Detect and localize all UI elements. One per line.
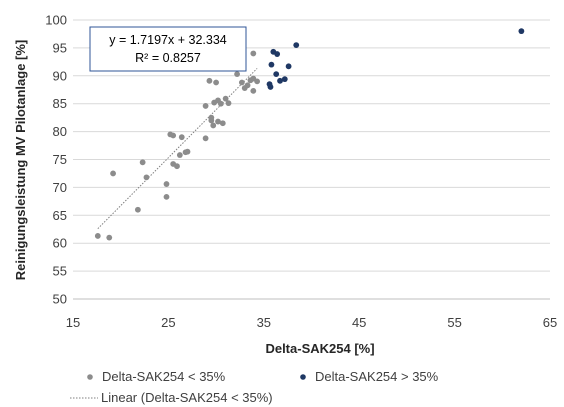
point-series-1-10: [170, 132, 177, 139]
point-series-1-34: [244, 82, 251, 89]
legend-entry-series-1: Delta-SAK254 < 35%: [87, 369, 226, 384]
y-tick-label-80: 80: [53, 124, 67, 139]
point-series-1-17: [202, 135, 209, 142]
legend-label-trendline: Linear (Delta-SAK254 < 35%): [101, 390, 273, 405]
point-series-1-39: [254, 78, 261, 85]
legend-marker-series-1: [87, 374, 93, 380]
point-series-1-19: [206, 77, 213, 84]
y-tick-label-65: 65: [53, 208, 67, 223]
legend-entry-trendline: Linear (Delta-SAK254 < 35%): [70, 390, 273, 405]
point-series-1-24: [213, 79, 220, 86]
point-series-1-16: [184, 148, 191, 155]
equation-box: y = 1.7197x + 32.334 R² = 0.8257: [89, 26, 247, 72]
point-series-1-30: [225, 100, 232, 107]
point-series-1-12: [174, 163, 180, 170]
x-tick-label-25: 25: [161, 315, 175, 330]
x-tick-label-65: 65: [543, 315, 557, 330]
point-series-1-18: [202, 103, 209, 109]
point-series-2-7: [277, 77, 283, 84]
x-axis-tick-labels: 15 25 35 45 55 65: [66, 315, 557, 330]
point-series-1-3: [110, 170, 116, 177]
point-series-1-4: [134, 206, 141, 213]
point-series-1-25: [215, 118, 221, 125]
trendline-layer: [97, 68, 258, 230]
point-series-2-6: [274, 51, 281, 57]
x-tick-label-15: 15: [66, 315, 80, 330]
point-series-1-7: [163, 181, 170, 187]
gridlines: [73, 19, 550, 300]
y-tick-label-100: 100: [45, 13, 67, 28]
point-series-1-31: [234, 71, 240, 78]
legend: Delta-SAK254 < 35% Delta-SAK254 > 35% Li…: [70, 369, 439, 405]
y-tick-label-75: 75: [53, 152, 67, 167]
y-tick-label-55: 55: [53, 264, 67, 279]
y-axis-title: Reinigungsleistung MV Pilotanlage [%]: [13, 40, 28, 281]
point-series-1-6: [143, 174, 150, 181]
point-series-1-5: [139, 159, 146, 166]
y-tick-label-85: 85: [53, 96, 67, 111]
point-series-2-9: [285, 63, 292, 70]
y-tick-label-90: 90: [53, 68, 67, 83]
legend-entry-series-2: Delta-SAK254 > 35%: [300, 369, 439, 384]
legend-label-series-2: Delta-SAK254 > 35%: [315, 369, 439, 384]
point-series-1-8: [163, 193, 170, 200]
point-series-1-38: [250, 50, 257, 57]
point-series-1-32: [238, 79, 245, 86]
point-series-1-14: [178, 134, 185, 141]
point-series-1-1: [94, 233, 101, 239]
y-tick-label-95: 95: [53, 40, 67, 55]
point-series-2-8: [281, 76, 288, 83]
point-series-2-3: [268, 61, 275, 68]
y-axis-tick-labels: 50 55 60 65 70 75 80 85 90 95 100: [45, 13, 67, 307]
r-squared-label: R² = 0.8257: [135, 51, 201, 65]
point-series-2-10: [293, 42, 300, 49]
data-points: [94, 28, 525, 241]
trendline: [97, 68, 258, 230]
x-axis-title: Delta-SAK254 [%]: [265, 341, 374, 356]
x-tick-label-45: 45: [352, 315, 366, 330]
legend-marker-series-2: [300, 374, 306, 380]
point-series-1-13: [176, 152, 183, 158]
point-series-2-2: [267, 84, 274, 90]
point-series-2-5: [273, 71, 280, 78]
point-series-1-35: [250, 87, 257, 94]
point-series-1-22: [210, 122, 217, 129]
point-series-1-21: [208, 117, 215, 124]
point-series-2-11: [518, 28, 525, 35]
y-tick-label-70: 70: [53, 180, 67, 195]
trendline-equation: y = 1.7197x + 32.334: [109, 33, 227, 47]
x-tick-label-55: 55: [447, 315, 461, 330]
point-series-1-28: [219, 120, 226, 127]
legend-label-series-1: Delta-SAK254 < 35%: [102, 369, 226, 384]
x-tick-label-35: 35: [257, 315, 271, 330]
point-series-1-27: [217, 100, 224, 107]
point-series-1-29: [222, 95, 229, 102]
point-series-1-2: [106, 234, 113, 241]
y-tick-label-50: 50: [53, 292, 67, 307]
y-tick-label-60: 60: [53, 236, 67, 251]
